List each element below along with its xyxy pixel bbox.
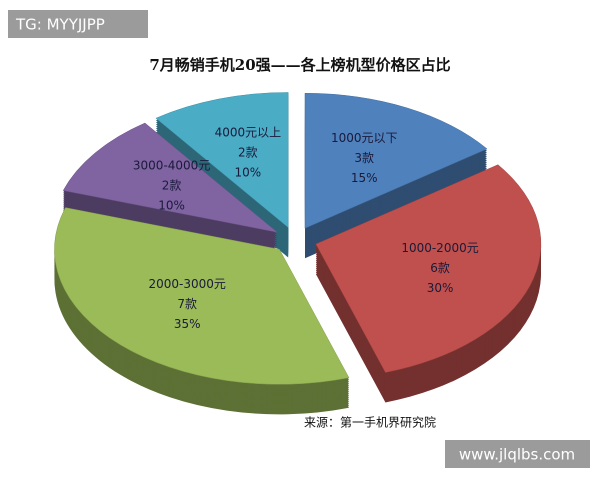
source-note: 来源：第一手机界研究院 (304, 415, 436, 430)
slice (315, 164, 542, 373)
count-label: 6款 (430, 261, 450, 275)
slice (54, 207, 350, 385)
watermark: TG: MYYJJPP (15, 16, 105, 34)
category-label: 4000元以上 (215, 125, 282, 139)
count-label: 2款 (162, 179, 182, 193)
category-label: 1000-2000元 (401, 241, 478, 255)
value-label: 15% (351, 171, 378, 185)
value-label: 35% (174, 317, 201, 331)
count-label: 2款 (238, 145, 258, 159)
watermark-box (8, 10, 148, 38)
slice (155, 92, 289, 228)
category-label: 2000-3000元 (148, 277, 225, 291)
chart-title: 7月畅销手机20强——各上榜机型价格区占比 (149, 56, 450, 74)
category-label: 1000元以下 (331, 131, 398, 145)
slice (62, 122, 278, 233)
count-label: 3款 (354, 151, 374, 165)
value-label: 10% (158, 199, 185, 213)
watermark-box (445, 440, 590, 468)
slice (304, 92, 488, 229)
value-label: 10% (235, 165, 262, 179)
category-label: 3000-4000元 (133, 159, 210, 173)
watermark: www.jlqlbs.com (459, 446, 575, 464)
count-label: 7款 (177, 297, 197, 311)
value-label: 30% (427, 281, 454, 295)
